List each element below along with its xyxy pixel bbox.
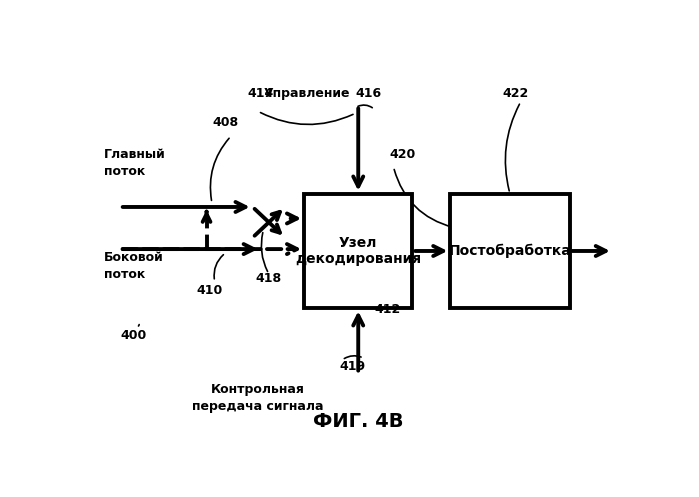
Text: 408: 408 <box>212 115 238 129</box>
Text: Главный
поток: Главный поток <box>103 148 166 178</box>
Text: Постобработка: Постобработка <box>449 244 571 258</box>
Text: 400: 400 <box>120 330 147 342</box>
Text: Боковой
поток: Боковой поток <box>103 251 164 281</box>
Text: Контрольная
передача сигнала: Контрольная передача сигнала <box>192 383 324 413</box>
Bar <box>450 194 570 308</box>
Text: 414: 414 <box>247 87 273 100</box>
Text: 412: 412 <box>375 303 401 316</box>
Text: 422: 422 <box>502 87 528 100</box>
Text: 420: 420 <box>389 148 415 161</box>
Text: ФИГ. 4В: ФИГ. 4В <box>313 412 403 431</box>
Bar <box>304 194 412 308</box>
Text: Управление: Управление <box>264 87 350 100</box>
Text: 410: 410 <box>196 283 222 297</box>
Text: 419: 419 <box>339 360 366 373</box>
Text: 416: 416 <box>356 87 382 100</box>
Text: 418: 418 <box>256 272 282 285</box>
Text: Узел
декодирования: Узел декодирования <box>295 236 421 266</box>
